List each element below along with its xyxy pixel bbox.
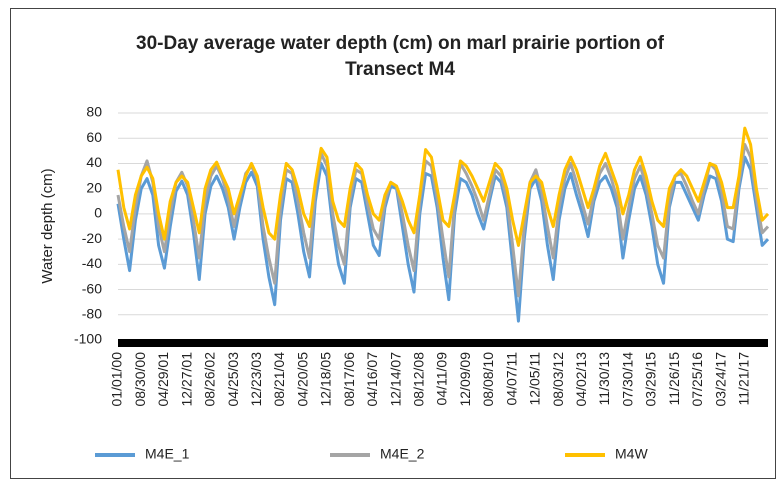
y-tick-label: -20 <box>82 230 102 246</box>
y-tick-label: -80 <box>82 305 102 321</box>
x-tick-label: 12/14/07 <box>387 352 403 407</box>
x-tick-label: 12/23/03 <box>248 352 264 407</box>
legend-label: M4E_2 <box>380 446 425 462</box>
chart-border <box>10 8 776 479</box>
x-tick-label: 08/12/08 <box>410 352 426 407</box>
y-tick-label: 40 <box>86 154 102 170</box>
x-tick-label: 11/26/15 <box>666 352 682 406</box>
x-tick-label: 08/21/04 <box>271 352 287 407</box>
y-tick-label: -60 <box>82 280 102 296</box>
x-tick-label: 04/29/01 <box>155 352 171 407</box>
chart-subtitle: Transect M4 <box>345 59 455 80</box>
x-tick-label: 12/09/09 <box>457 352 473 407</box>
y-tick-label: -40 <box>82 255 102 271</box>
x-tick-label: 11/21/17 <box>735 352 751 406</box>
legend-label: M4E_1 <box>145 446 190 462</box>
x-axis-band <box>118 339 768 347</box>
x-tick-label: 08/17/06 <box>341 352 357 407</box>
y-tick-label: 60 <box>86 129 102 145</box>
x-tick-label: 04/16/07 <box>364 352 380 407</box>
x-tick-label: 11/30/13 <box>596 352 612 406</box>
x-tick-label: 04/20/05 <box>294 352 310 407</box>
series-line <box>116 143 770 298</box>
x-tick-label: 08/08/10 <box>480 352 496 407</box>
x-tick-label: 07/30/14 <box>619 352 635 407</box>
y-tick-label: 0 <box>94 205 102 221</box>
chart-title: 30-Day average water depth (cm) on marl … <box>136 33 665 54</box>
x-tick-label: 03/24/17 <box>712 352 728 407</box>
x-tick-label: 04/11/09 <box>434 352 450 406</box>
y-tick-label: 20 <box>86 179 102 195</box>
x-tick-label: 08/26/02 <box>202 352 218 407</box>
y-tick-label: 80 <box>86 104 102 120</box>
y-axis-label: Water depth (cm) <box>39 168 56 283</box>
series-line <box>116 126 770 247</box>
x-tick-label: 07/25/16 <box>689 352 705 407</box>
x-tick-label: 12/05/11 <box>527 352 543 406</box>
series-line <box>116 155 770 323</box>
x-tick-label: 08/30/00 <box>132 352 148 407</box>
x-tick-label: 12/18/05 <box>318 352 334 407</box>
x-tick-label: 03/29/15 <box>643 352 659 407</box>
x-tick-label: 04/25/03 <box>225 352 241 407</box>
legend-label: M4W <box>615 446 648 462</box>
x-tick-label: 04/07/11 <box>503 352 519 406</box>
y-tick-label: -100 <box>74 331 102 347</box>
x-tick-label: 12/27/01 <box>178 352 194 407</box>
x-tick-label: 04/02/13 <box>573 352 589 407</box>
x-tick-label: 01/01/00 <box>109 352 125 407</box>
x-tick-label: 08/03/12 <box>550 352 566 407</box>
